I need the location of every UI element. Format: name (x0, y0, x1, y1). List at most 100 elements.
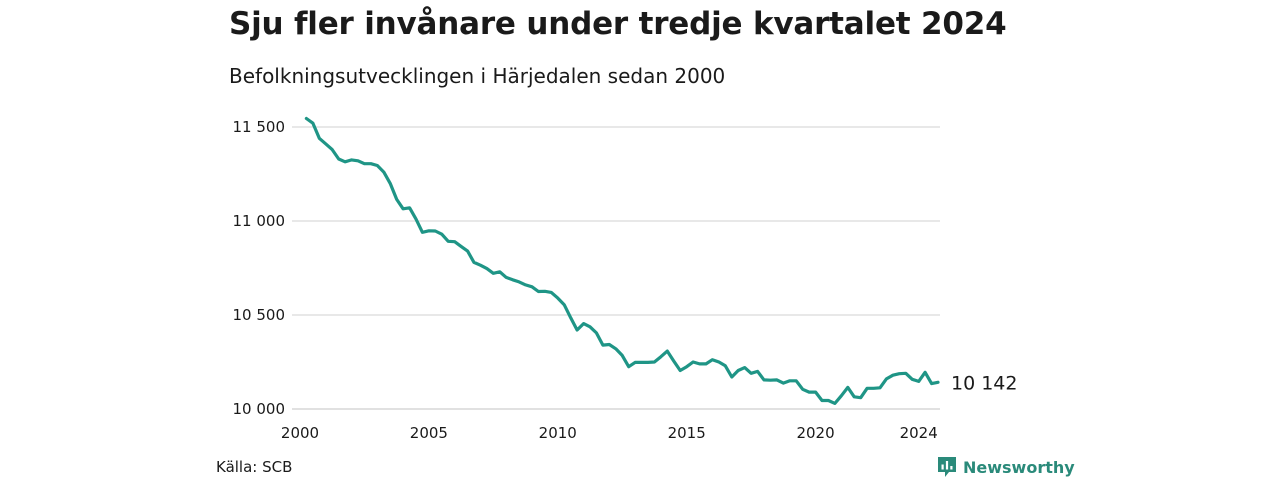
data-point (859, 396, 862, 399)
data-point (743, 366, 746, 369)
data-point (827, 399, 830, 402)
data-point (402, 207, 405, 210)
data-point (505, 276, 508, 279)
data-point (937, 381, 940, 384)
data-point (447, 240, 450, 243)
newsworthy-logo-icon (937, 456, 957, 478)
data-point (627, 365, 630, 368)
data-point (833, 402, 836, 405)
data-point (601, 344, 604, 347)
data-point (376, 164, 379, 167)
data-point (608, 343, 611, 346)
data-point (640, 361, 643, 364)
data-point (318, 137, 321, 140)
data-point (898, 372, 901, 375)
data-point (711, 358, 714, 361)
data-point (576, 329, 579, 332)
data-point (705, 362, 708, 365)
data-point (369, 162, 372, 165)
data-point (775, 378, 778, 381)
data-point (698, 362, 701, 365)
x-tick-label: 2010 (539, 424, 577, 442)
data-point (492, 272, 495, 275)
data-point (866, 387, 869, 390)
series-layer (305, 117, 940, 405)
data-point (653, 361, 656, 364)
data-point (415, 218, 418, 221)
data-point (885, 377, 888, 380)
y-tick-label: 10 500 (233, 306, 286, 324)
data-point (479, 264, 482, 267)
data-point (524, 283, 527, 286)
data-point (408, 206, 411, 209)
data-point (788, 379, 791, 382)
data-point (756, 370, 759, 373)
brand-logo[interactable]: Newsworthy (937, 456, 1075, 478)
data-point (357, 159, 360, 162)
data-point (460, 245, 463, 248)
data-point (672, 360, 675, 363)
x-tick-label: 2024 (900, 424, 938, 442)
data-point (324, 142, 327, 145)
data-point (337, 158, 340, 161)
data-point (518, 280, 521, 283)
data-point (621, 354, 624, 357)
data-point (930, 382, 933, 385)
end-label-layer: 10 142 (951, 372, 1017, 394)
data-point (763, 378, 766, 381)
data-point (589, 325, 592, 328)
data-point (395, 198, 398, 201)
data-point (311, 122, 314, 125)
data-point (382, 171, 385, 174)
data-point (685, 365, 688, 368)
data-point (840, 394, 843, 397)
data-point (782, 382, 785, 385)
data-point (614, 347, 617, 350)
data-point (473, 261, 476, 264)
data-point (904, 372, 907, 375)
data-point (911, 378, 914, 381)
data-point (634, 361, 637, 364)
gridlines (292, 127, 940, 409)
data-point (350, 158, 353, 161)
data-point (537, 290, 540, 293)
data-point (659, 355, 662, 358)
data-point (692, 361, 695, 364)
series-line (306, 119, 938, 404)
data-point (569, 316, 572, 319)
data-point (531, 285, 534, 288)
data-point (846, 386, 849, 389)
x-axis-ticks: 2000 2005 2010 2015 2020 2024 (281, 424, 938, 442)
data-point (801, 388, 804, 391)
data-point (331, 148, 334, 151)
x-tick-label: 2000 (281, 424, 319, 442)
data-point (427, 229, 430, 232)
data-point (595, 331, 598, 334)
data-point (563, 303, 566, 306)
data-point (421, 231, 424, 234)
brand-name: Newsworthy (963, 458, 1075, 477)
y-axis-ticks: 10 000 10 500 11 000 11 500 (233, 118, 286, 418)
data-point (363, 162, 366, 165)
y-tick-label: 11 500 (233, 118, 286, 136)
data-point (769, 379, 772, 382)
data-point (556, 297, 559, 300)
data-point (511, 278, 514, 281)
data-point (724, 364, 727, 367)
y-tick-label: 11 000 (233, 212, 286, 230)
data-point (666, 350, 669, 353)
data-point (730, 376, 733, 379)
data-point (814, 391, 817, 394)
data-point (582, 322, 585, 325)
data-point (750, 372, 753, 375)
x-tick-label: 2005 (410, 424, 448, 442)
data-point (389, 182, 392, 185)
data-point (737, 369, 740, 372)
data-point (485, 267, 488, 270)
data-point (679, 369, 682, 372)
data-point (808, 391, 811, 394)
data-point (647, 361, 650, 364)
data-point (879, 386, 882, 389)
data-point (434, 230, 437, 233)
y-tick-label: 10 000 (233, 400, 286, 418)
